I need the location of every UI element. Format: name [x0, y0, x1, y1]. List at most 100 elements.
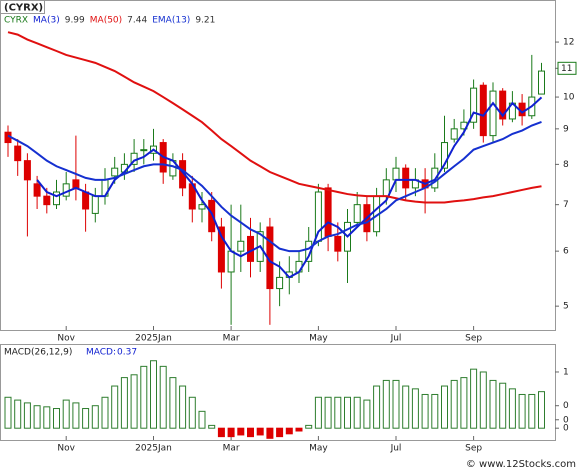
macd-bar	[344, 396, 351, 429]
x-tick-label: 2025Jan	[135, 444, 172, 454]
macd-bar	[489, 379, 497, 429]
macd-panel	[0, 344, 556, 441]
candle-body	[198, 204, 206, 210]
macd-bar	[353, 396, 361, 429]
candle-body	[140, 149, 148, 152]
x-tick-label: Sep	[465, 334, 482, 344]
y-tick-label: 5	[563, 302, 569, 312]
macd-bar	[130, 374, 138, 429]
macd-bar	[305, 424, 313, 429]
macd-bar	[23, 402, 31, 429]
candle-body	[353, 204, 361, 223]
macd-bar	[266, 427, 274, 439]
macd-bar	[62, 399, 70, 429]
macd-bar	[363, 399, 371, 429]
footer: © www.12Stocks.com	[466, 459, 576, 470]
last-price: 11	[561, 64, 572, 74]
legend-entry: EMA(13)	[152, 16, 190, 26]
chart-title: (CYRX)	[4, 3, 43, 14]
legend-symbol: CYRX	[4, 16, 28, 26]
macd-bar	[411, 388, 419, 429]
legend-entry: MA(3)	[33, 16, 60, 26]
legend-value: 7.44	[127, 16, 147, 26]
macd-bar	[334, 396, 342, 429]
candle-body	[237, 240, 245, 252]
macd-bar	[43, 406, 51, 429]
macd-value: 0.37	[117, 348, 137, 358]
macd-bar	[421, 393, 429, 429]
candle-body	[334, 235, 342, 252]
macd-bar	[373, 385, 381, 429]
macd-name: MACD:	[86, 348, 116, 358]
candle-body	[23, 160, 31, 181]
macd-bar	[217, 427, 225, 438]
x-tick-label: May	[309, 444, 328, 454]
candle-body	[470, 87, 478, 123]
macd-bar	[72, 402, 80, 429]
price-panel	[0, 0, 556, 331]
candle-body	[111, 167, 119, 177]
macd-bar	[295, 427, 303, 432]
macd-bar	[247, 427, 254, 438]
candle-body	[72, 179, 80, 189]
macd-bar	[470, 368, 478, 429]
macd-bar	[208, 424, 216, 429]
y-tick-label: 1	[563, 367, 569, 377]
macd-bar	[538, 391, 545, 429]
y-tick-label: 12	[563, 38, 574, 48]
macd-bar	[101, 396, 109, 429]
macd-bar	[198, 410, 206, 429]
macd-bar	[479, 371, 487, 429]
y-tick-label: 0	[563, 401, 569, 411]
macd-bar	[159, 365, 167, 429]
candle-body	[247, 235, 254, 262]
macd-bar	[256, 427, 264, 436]
macd-bar	[450, 379, 458, 429]
last-price-box	[557, 61, 577, 75]
x-tick-label: May	[309, 334, 328, 344]
macd-bar	[33, 405, 41, 429]
candle-body	[479, 84, 487, 137]
macd-bar	[499, 382, 507, 429]
x-tick-label: 2025Jan	[135, 334, 172, 344]
macd-bar	[188, 396, 196, 429]
macd-bar	[382, 379, 390, 429]
macd-bar	[91, 405, 99, 429]
candle-body	[82, 191, 90, 210]
ma-line	[7, 120, 542, 253]
macd-title: MACD(26,12,9)	[4, 348, 72, 358]
candle-body	[62, 183, 70, 197]
y-tick-label: 0	[563, 424, 569, 434]
macd-bar	[150, 360, 157, 429]
candle-body	[276, 276, 284, 290]
macd-bar	[324, 396, 332, 429]
macd-bar	[227, 427, 235, 438]
candle-body	[217, 226, 225, 273]
y-tick-label: 9	[563, 124, 569, 134]
candle-body	[538, 70, 545, 95]
macd-bar	[528, 393, 536, 429]
x-tick-label: Mar	[223, 444, 240, 454]
candle-body	[499, 90, 507, 120]
macd-bar	[518, 393, 526, 429]
x-tick-label: Nov	[57, 334, 75, 344]
x-tick-label: Jul	[390, 444, 402, 454]
ma-line	[7, 31, 542, 204]
candle-body	[33, 183, 41, 197]
candle-body	[14, 145, 22, 162]
macd-bar	[53, 408, 60, 429]
candle-body	[489, 90, 497, 137]
macd-bar	[179, 385, 187, 429]
macd-bar	[392, 379, 400, 429]
macd-bar	[460, 377, 468, 429]
macd-bar	[82, 408, 90, 429]
candle-body	[91, 195, 99, 214]
macd-bar	[4, 396, 12, 429]
legend-value: 9.21	[195, 16, 215, 26]
macd-bar	[169, 377, 177, 429]
macd-bar	[120, 377, 128, 429]
legend-value: 9.99	[65, 16, 85, 26]
candle-body	[208, 199, 216, 233]
macd-bar	[508, 388, 516, 429]
y-tick-label: 6	[563, 247, 569, 257]
